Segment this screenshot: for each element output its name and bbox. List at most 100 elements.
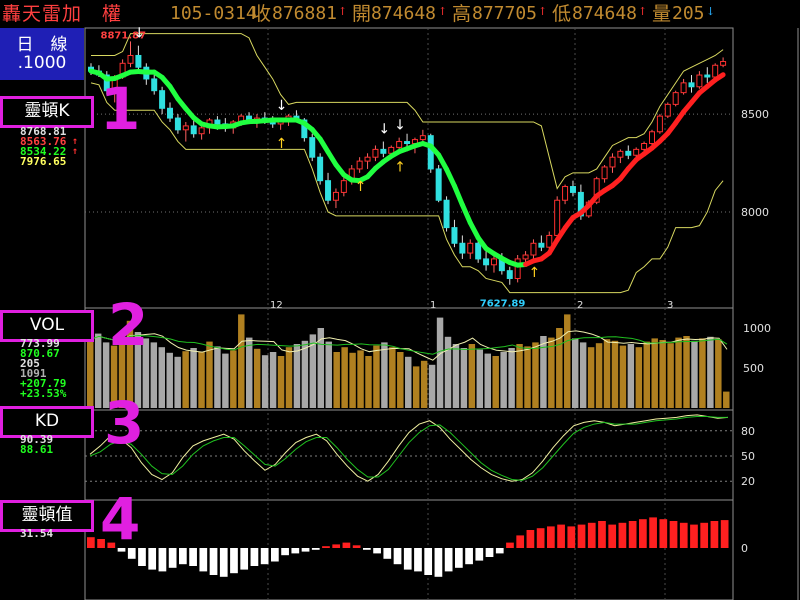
- buy-signal-arrow-icon-3: ↑: [528, 265, 540, 281]
- kd-tick-label-2: 80: [741, 425, 755, 438]
- volume-bar-42: [420, 360, 428, 408]
- osc-bar-7: [158, 548, 167, 572]
- osc-bar-5: [138, 548, 146, 566]
- volume-bar-63: [587, 347, 595, 408]
- panel4-number: 4: [100, 485, 141, 553]
- candle-body-28: [309, 137, 316, 158]
- volume-bar-18: [230, 350, 237, 408]
- volume-bar-78: [707, 336, 714, 408]
- volume-bar-50: [484, 353, 491, 408]
- osc-bar-18: [271, 548, 279, 562]
- osc-bar-41: [506, 542, 514, 548]
- volume-bar-52: [500, 352, 507, 408]
- osc-bar-59: [690, 524, 698, 548]
- osc-bar-31: [403, 548, 412, 570]
- p2-value-3: 205: [20, 357, 40, 370]
- volume-bar-75: [683, 336, 690, 408]
- osc-bar-44: [536, 528, 545, 548]
- candle-body-54: [514, 258, 521, 279]
- candle-body-79: [712, 64, 719, 78]
- open-up-arrow-icon: ↑: [438, 5, 448, 18]
- volume-bar-61: [571, 338, 579, 408]
- osc-bar-48: [577, 524, 586, 548]
- osc-zero-label: 0: [741, 542, 748, 555]
- volume-bar-26: [293, 344, 301, 408]
- p2-value-2: 870.67: [20, 347, 60, 360]
- osc-bar-34: [434, 548, 443, 577]
- volume-bar-22: [261, 355, 269, 408]
- volume-bar-57: [540, 336, 547, 408]
- volume-value: 205: [672, 3, 705, 24]
- volume-bar-60: [564, 314, 571, 408]
- candle-body-5: [127, 54, 134, 64]
- close-label: 收: [252, 3, 272, 25]
- candle-body-76: [688, 82, 695, 88]
- volume-bar-25: [285, 347, 293, 408]
- period-box[interactable]: 日 線 .1000: [0, 28, 84, 80]
- volume-bar-29: [317, 328, 325, 408]
- panel2-label[interactable]: VOL: [0, 310, 94, 342]
- sell-signal-arrow-icon-2: ↓: [378, 122, 390, 138]
- candle-body-37: [380, 148, 387, 154]
- candle-body-66: [609, 156, 616, 168]
- candle-body-27: [301, 119, 308, 139]
- osc-bar-9: [179, 548, 187, 565]
- volume-ma-short-line: [90, 330, 728, 361]
- panel2-number: 2: [108, 291, 149, 359]
- volume-bar-6: [134, 332, 142, 408]
- price-tick-label-0: 8000: [741, 206, 769, 219]
- osc-bar-27: [363, 548, 371, 550]
- osc-bar-4: [127, 548, 136, 559]
- panel3-label[interactable]: KD: [0, 406, 94, 438]
- panel1-number: 1: [100, 75, 141, 143]
- candle-body-29: [317, 156, 324, 182]
- volume-bar-27: [301, 340, 309, 408]
- candle-body-31: [332, 191, 339, 201]
- candle-body-51: [490, 258, 497, 266]
- candle-body-43: [427, 135, 434, 170]
- p1-up-arrow-icon-2: ↑: [72, 146, 79, 157]
- volume-bar-28: [309, 334, 317, 408]
- candle-body-50: [483, 258, 490, 266]
- panel4-label[interactable]: 靈頓值: [0, 500, 94, 532]
- date-tick-label-1: 1: [430, 300, 436, 311]
- volume-bar-41: [412, 366, 420, 408]
- volume-down-arrow-icon: ↓: [706, 5, 716, 18]
- candle-body-78: [704, 74, 711, 78]
- volume-bar-71: [651, 338, 658, 408]
- panel1-label[interactable]: 靈頓K: [0, 96, 94, 128]
- volume-bar-47: [460, 348, 468, 408]
- volume-bar-7: [142, 338, 150, 408]
- osc-bar-11: [199, 548, 208, 572]
- volume-bar-48: [468, 344, 476, 408]
- sell-signal-arrow-icon-3: ↓: [394, 118, 406, 134]
- candle-body-40: [404, 141, 411, 145]
- kd-series-line-0: [89, 414, 729, 482]
- buy-signal-arrow-icon-0: ↑: [276, 136, 288, 152]
- candle-body-45: [443, 199, 450, 229]
- candle-body-39: [396, 141, 403, 148]
- close-up-arrow-icon: ↑: [338, 5, 348, 18]
- kd-tick-label-0: 20: [741, 475, 755, 488]
- p2-value-6: +23.53%: [20, 387, 67, 400]
- volume-bar-15: [206, 341, 213, 408]
- volume-bar-34: [357, 350, 364, 408]
- high-label: 高: [452, 3, 472, 25]
- osc-bar-8: [168, 548, 177, 568]
- volume-bar-43: [428, 364, 436, 408]
- osc-bar-46: [557, 524, 565, 548]
- low-value: 874648: [572, 3, 638, 24]
- candle-body-6: [135, 54, 142, 68]
- p1-value-4: 7976.65: [20, 155, 67, 168]
- candle-body-74: [672, 92, 679, 105]
- osc-bar-32: [414, 548, 422, 572]
- osc-bar-23: [322, 546, 330, 548]
- p1-value-2: 8563.76: [20, 135, 67, 148]
- volume-bar-35: [365, 356, 372, 408]
- volume-bar-49: [476, 349, 484, 408]
- osc-bar-24: [332, 544, 341, 548]
- scale-label: .1000: [17, 53, 67, 73]
- volume-bar-56: [532, 342, 539, 408]
- open-value: 874648: [371, 3, 437, 24]
